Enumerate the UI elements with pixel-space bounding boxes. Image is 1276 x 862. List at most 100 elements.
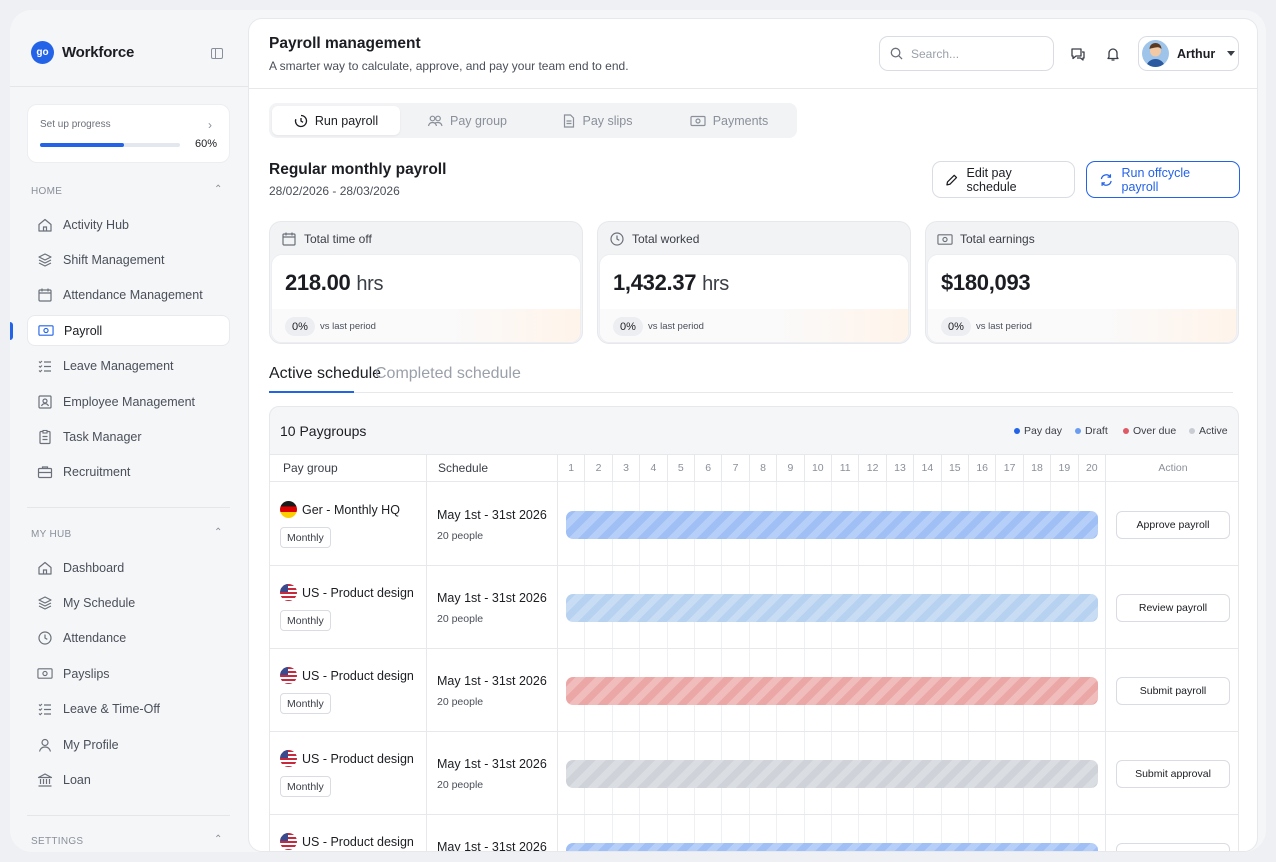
sidebar-collapse-icon[interactable] (211, 48, 223, 59)
paygroup-label: US - Product design (302, 668, 414, 683)
paygroup-name[interactable]: Ger - Monthly HQ (280, 501, 400, 518)
paygroup-name[interactable]: US - Product design (280, 750, 414, 767)
layers-icon (37, 252, 53, 268)
action-button[interactable] (1116, 843, 1230, 851)
paygroup-name[interactable]: US - Product design (280, 833, 414, 850)
schedule-range: May 1st - 31st 2026 (437, 840, 547, 852)
chevron-up-icon[interactable]: ⌃ (214, 184, 223, 195)
user-menu[interactable]: Arthur (1138, 36, 1239, 71)
grid-line (666, 455, 668, 851)
table-row: US - Product design Monthly May 1st - 31st… (270, 649, 1238, 732)
pencil-icon (946, 174, 958, 185)
setup-progress-bar (40, 143, 180, 147)
schedule-bar-draft[interactable] (566, 594, 1098, 622)
setup-progress-percent: 60% (195, 138, 218, 150)
chevron-right-icon[interactable]: › (208, 118, 212, 132)
grid-line (1022, 455, 1024, 851)
grid-line (557, 455, 558, 851)
bell-icon[interactable] (1104, 45, 1122, 63)
sidebar-item-attendance-management[interactable]: Attendance Management (27, 280, 230, 311)
legend-label: Active (1199, 425, 1228, 437)
sidebar-item-loan[interactable]: Loan (27, 764, 230, 795)
day-header: 17 (995, 455, 1023, 482)
section-settings-title: SETTINGS (31, 836, 84, 847)
paygroups-table: Pay group Schedule Action 1 2 3 4 5 6 7 8 9 10 11 1… (270, 454, 1238, 852)
setup-progress-card[interactable]: Set up progress › 60% (27, 104, 230, 163)
page-subtitle: A smarter way to calculate, approve, and… (269, 59, 629, 73)
tab-completed-schedule[interactable]: Completed schedule (375, 365, 521, 382)
tab-pay-slips[interactable]: Pay slips (534, 106, 662, 135)
chevron-up-icon[interactable]: ⌃ (214, 527, 223, 538)
run-offcycle-payroll-button[interactable]: Run offcycle payroll (1086, 161, 1240, 198)
comparison-label: vs last period (320, 321, 376, 332)
sidebar-item-employee-management[interactable]: Employee Management (27, 386, 230, 417)
tab-label: Run payroll (314, 113, 379, 128)
sidebar-item-leave-time-off[interactable]: Leave & Time-Off (27, 694, 230, 725)
sidebar-item-leave-management[interactable]: Leave Management (27, 351, 230, 382)
brand[interactable]: go Workforce (31, 41, 134, 64)
day-header: 7 (721, 455, 749, 482)
schedule-range: May 1st - 31st 2026 (437, 591, 547, 605)
stat-unit: hrs (356, 273, 384, 295)
schedule-bar-payday[interactable] (566, 511, 1098, 539)
legend-dot (1123, 428, 1129, 434)
sidebar-item-shift-management[interactable]: Shift Management (27, 244, 230, 275)
workforce-logo-icon: go (31, 41, 54, 64)
legend-item-active: Active (1189, 425, 1228, 437)
submit-payroll-button[interactable]: Submit payroll (1116, 677, 1230, 705)
money-icon (38, 323, 54, 339)
grid-line (940, 455, 942, 851)
day-header: 2 (584, 455, 612, 482)
paygroup-name[interactable]: US - Product design (280, 584, 414, 601)
sidebar-item-payslips[interactable]: Payslips (27, 658, 230, 689)
stat-card-total-worked: Total worked 1,432.37 hrs 0% vs last period (597, 221, 911, 344)
chevron-up-icon[interactable]: ⌃ (214, 834, 223, 845)
chat-icon[interactable] (1069, 45, 1087, 63)
stat-body: 1,432.37 hrs 0% vs last period (599, 254, 909, 343)
layers-icon (37, 595, 53, 611)
sidebar-item-my-schedule[interactable]: My Schedule (27, 587, 230, 618)
sidebar-item-dashboard[interactable]: Dashboard (27, 552, 230, 583)
day-header: 11 (831, 455, 859, 482)
user-name: Arthur (1177, 46, 1216, 61)
schedule-bar-payday[interactable] (566, 843, 1098, 851)
stat-number: 1,432.37 (613, 270, 697, 295)
sidebar-item-my-profile[interactable]: My Profile (27, 729, 230, 760)
paygroup-name[interactable]: US - Product design (280, 667, 414, 684)
tab-pay-group[interactable]: Pay group (403, 106, 531, 135)
sidebar-item-label: Loan (63, 772, 91, 787)
edit-pay-schedule-button[interactable]: Edit pay schedule (932, 161, 1075, 198)
approve-payroll-button[interactable]: Approve payroll (1116, 511, 1230, 539)
tab-payments[interactable]: Payments (665, 106, 793, 135)
day-header: 1 (557, 455, 585, 482)
tab-run-payroll[interactable]: Run payroll (272, 106, 400, 135)
submit-approval-button[interactable]: Submit approval (1116, 760, 1230, 788)
payroll-title: Regular monthly payroll (269, 161, 447, 178)
schedule-bar-overdue[interactable] (566, 677, 1098, 705)
search-input[interactable]: Search... (879, 36, 1054, 71)
id-card-icon (37, 394, 53, 410)
sidebar-item-label: Attendance Management (63, 288, 203, 303)
user-icon (37, 737, 53, 753)
stat-body: $180,093 0% vs last period (927, 254, 1237, 343)
day-header: 13 (885, 455, 914, 482)
tab-active-schedule[interactable]: Active schedule (269, 365, 382, 382)
sidebar-item-attendance[interactable]: Attendance (27, 623, 230, 654)
home-icon (37, 217, 53, 233)
stat-card-total-earnings: Total earnings $180,093 0% vs last period (925, 221, 1239, 344)
paygroup-label: US - Product design (302, 585, 414, 600)
day-header: 14 (913, 455, 941, 482)
sidebar-item-payroll[interactable]: Payroll (27, 315, 230, 347)
sidebar-item-label: My Profile (63, 737, 119, 752)
sidebar-item-activity-hub[interactable]: Activity Hub (27, 209, 230, 240)
legend-dot (1075, 428, 1081, 434)
paygroup-label: US - Product design (302, 834, 414, 849)
sidebar-item-task-manager[interactable]: Task Manager (27, 421, 230, 452)
sidebar-item-recruitment[interactable]: Recruitment (27, 457, 230, 488)
review-payroll-button[interactable]: Review payroll (1116, 594, 1230, 622)
sidebar-item-label: Recruitment (63, 465, 131, 480)
schedule-bar-active[interactable] (566, 760, 1098, 788)
paygroups-panel: 10 Paygroups Pay day Draft Over due Active … (269, 406, 1239, 852)
schedule-range: May 1st - 31st 2026 (437, 674, 547, 688)
sidebar-item-label: Leave & Time-Off (63, 702, 161, 717)
